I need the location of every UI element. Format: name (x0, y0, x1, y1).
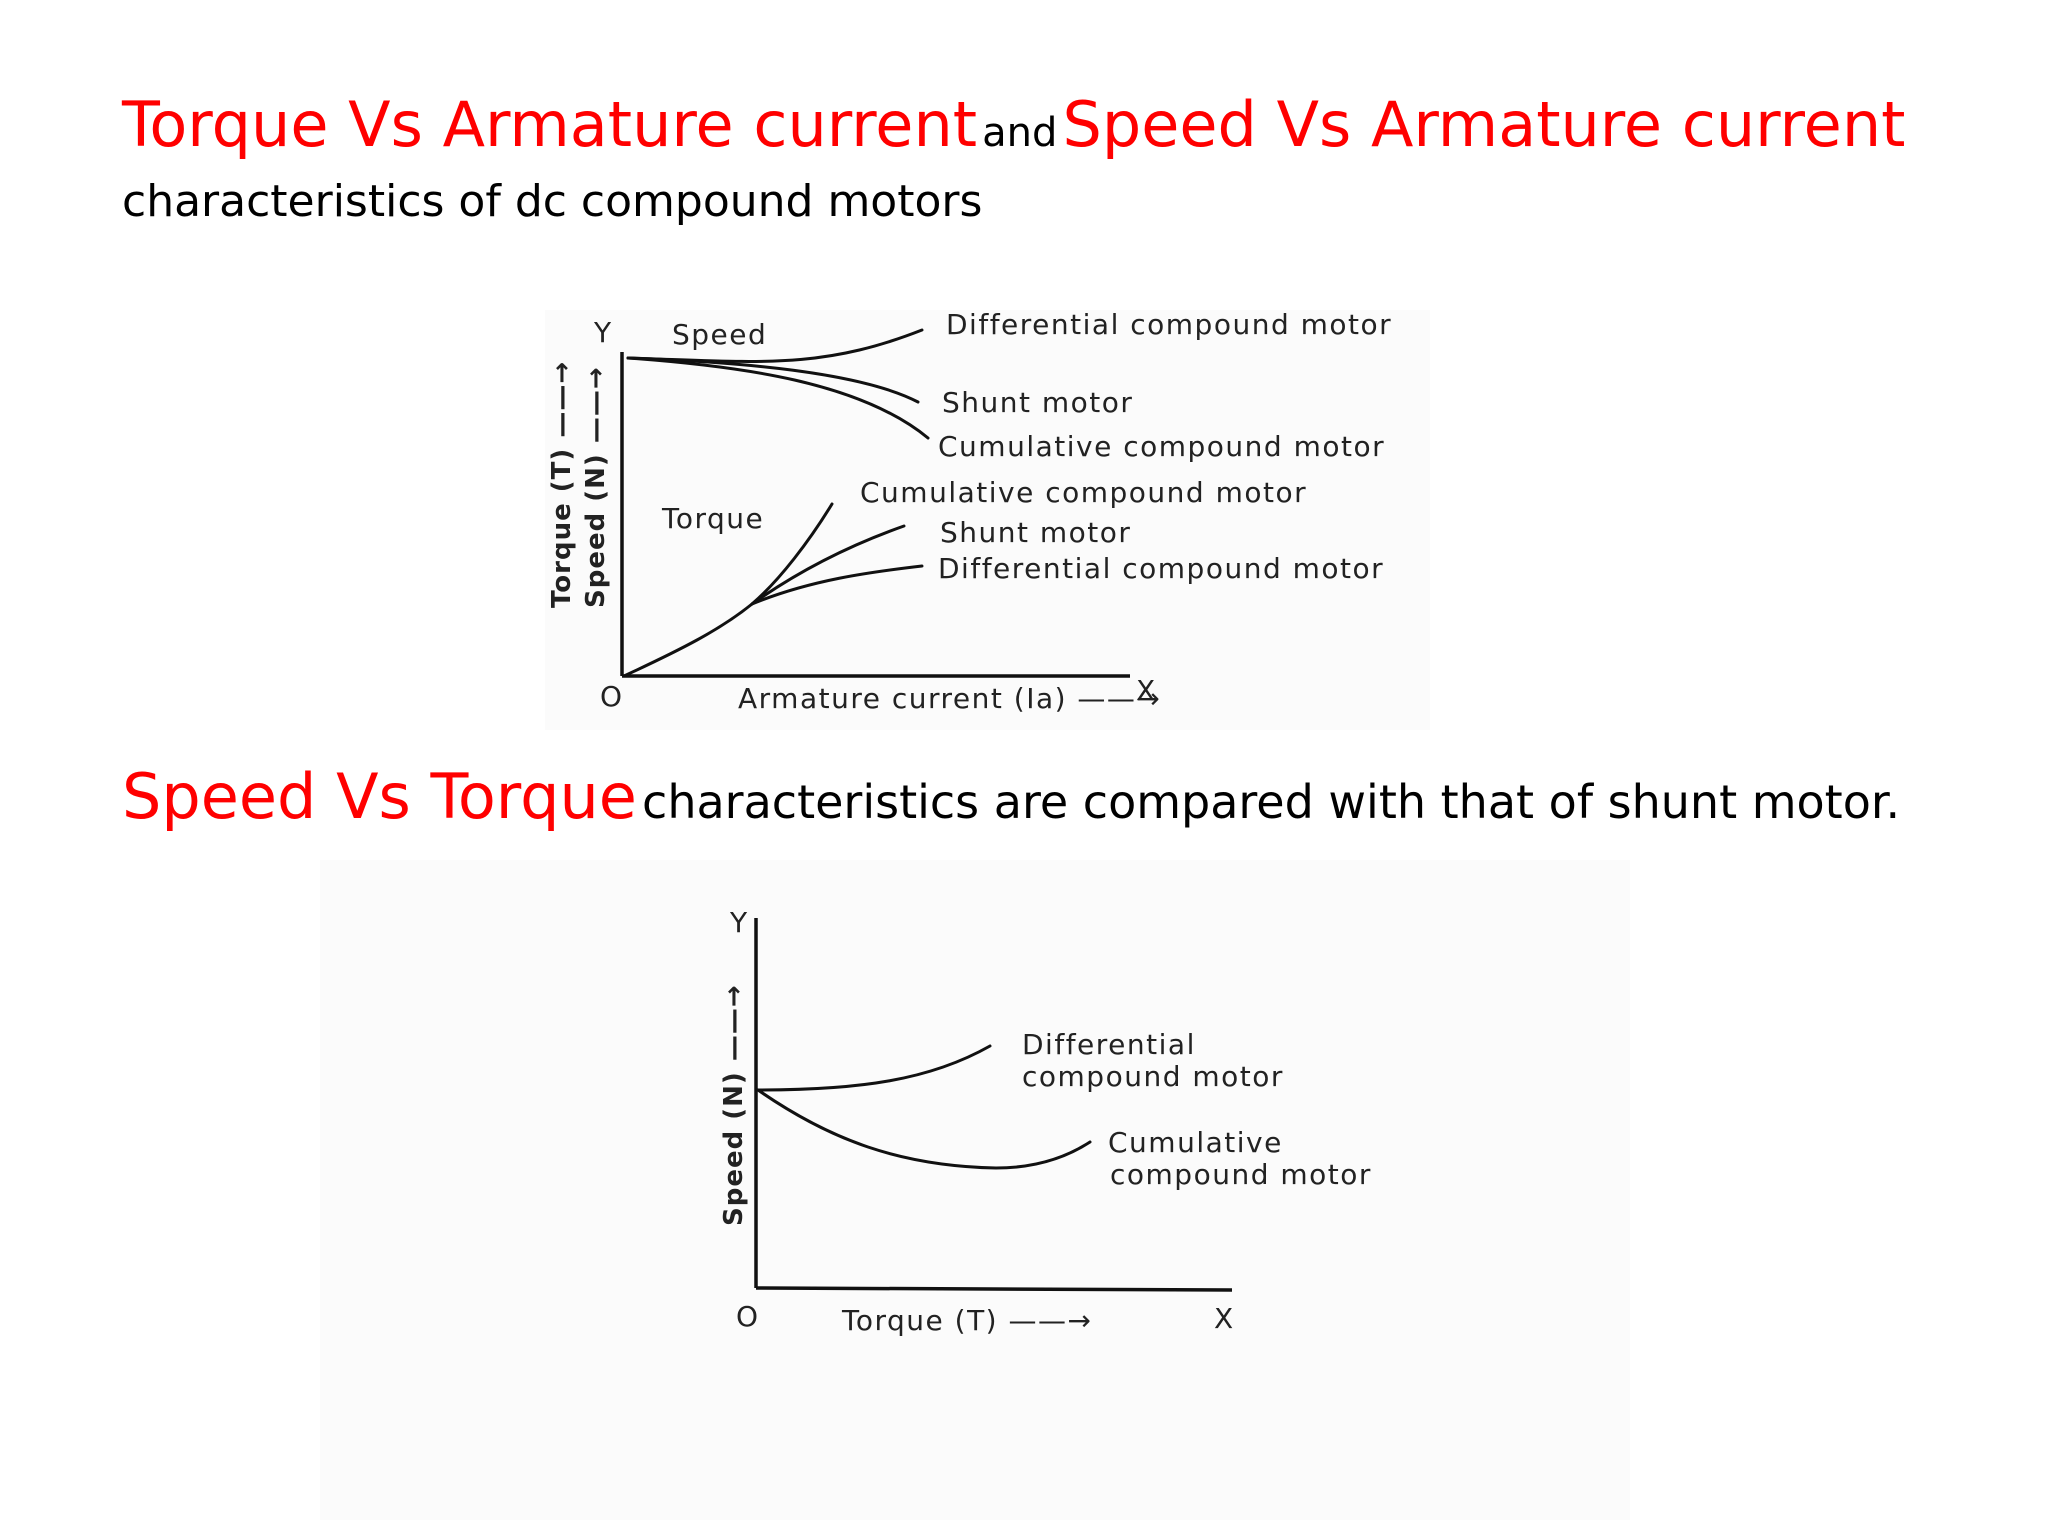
d1-speed-differential-label: Differential compound motor (946, 308, 1392, 341)
d1-y-label-speed: Speed (N) ——→ (581, 366, 611, 608)
title-torque-vs-current: Torque Vs Armature current (122, 88, 978, 161)
d2-differential-label-2: compound motor (1022, 1060, 1284, 1093)
title-and: and (982, 110, 1058, 156)
d2-x-label: Torque (T) ——→ (841, 1304, 1092, 1337)
d1-speed-shunt-label: Shunt motor (942, 386, 1133, 419)
d1-y-letter: Y (593, 316, 613, 349)
title-line-2: characteristics of dc compound motors (122, 176, 983, 227)
d2-x-axis (755, 1286, 1233, 1292)
d1-speed-cumulative-label: Cumulative compound motor (938, 430, 1385, 463)
d1-torque-differential-label: Differential compound motor (938, 552, 1384, 585)
d1-x-label: Armature current (Ia) ——→ (738, 682, 1161, 715)
d2-y-letter: Y (729, 906, 749, 939)
d2-cumulative-label-1: Cumulative (1108, 1126, 1283, 1159)
d1-torque-cumulative-label: Cumulative compound motor (860, 476, 1307, 509)
d1-torque-cumulative-curve (750, 502, 834, 606)
d1-y-label-torque: Torque (T) ——→ (547, 361, 577, 608)
title-comparison-text: characteristics are compared with that o… (642, 775, 1901, 829)
d2-cumulative-label-2: compound motor (1110, 1158, 1372, 1191)
figure-2-background (320, 860, 1630, 1520)
d1-torque-shunt-label: Shunt motor (940, 516, 1131, 549)
d1-origin-label: O (600, 680, 624, 713)
d2-differential-label-1: Differential (1022, 1028, 1196, 1061)
d2-cumulative-curve (756, 1088, 1092, 1170)
d2-y-label: Speed (N) ——→ (719, 984, 749, 1226)
d1-torque-group-label: Torque (661, 502, 764, 535)
d2-x-letter: X (1214, 1302, 1235, 1335)
figure-1-background (545, 310, 1430, 730)
diagram-speed-vs-torque: Y X O Speed (N) ——→ Torque (T) ——→ Diffe… (719, 906, 1372, 1337)
title-speed-vs-torque: Speed Vs Torque (122, 760, 637, 833)
d1-x-letter: X (1136, 674, 1157, 707)
title-line-3: Speed Vs Torque characteristics are comp… (122, 760, 1900, 833)
title-line-1: Torque Vs Armature current and Speed Vs … (122, 88, 1905, 161)
d1-speed-shunt-curve (626, 356, 920, 404)
d1-torque-differential-curve (750, 564, 924, 606)
d2-differential-curve (756, 1044, 992, 1092)
d2-origin-label: O (736, 1300, 760, 1333)
d1-torque-shunt-curve (750, 524, 906, 606)
d1-speed-cumulative-curve (626, 356, 930, 440)
d1-torque-common-curve (622, 602, 754, 678)
title-speed-vs-current: Speed Vs Armature current (1062, 88, 1906, 161)
diagram-armature-current: Y X O Torque (T) ——→ Speed (N) ——→ Armat… (547, 308, 1392, 715)
d1-speed-group-label: Speed (672, 318, 767, 351)
